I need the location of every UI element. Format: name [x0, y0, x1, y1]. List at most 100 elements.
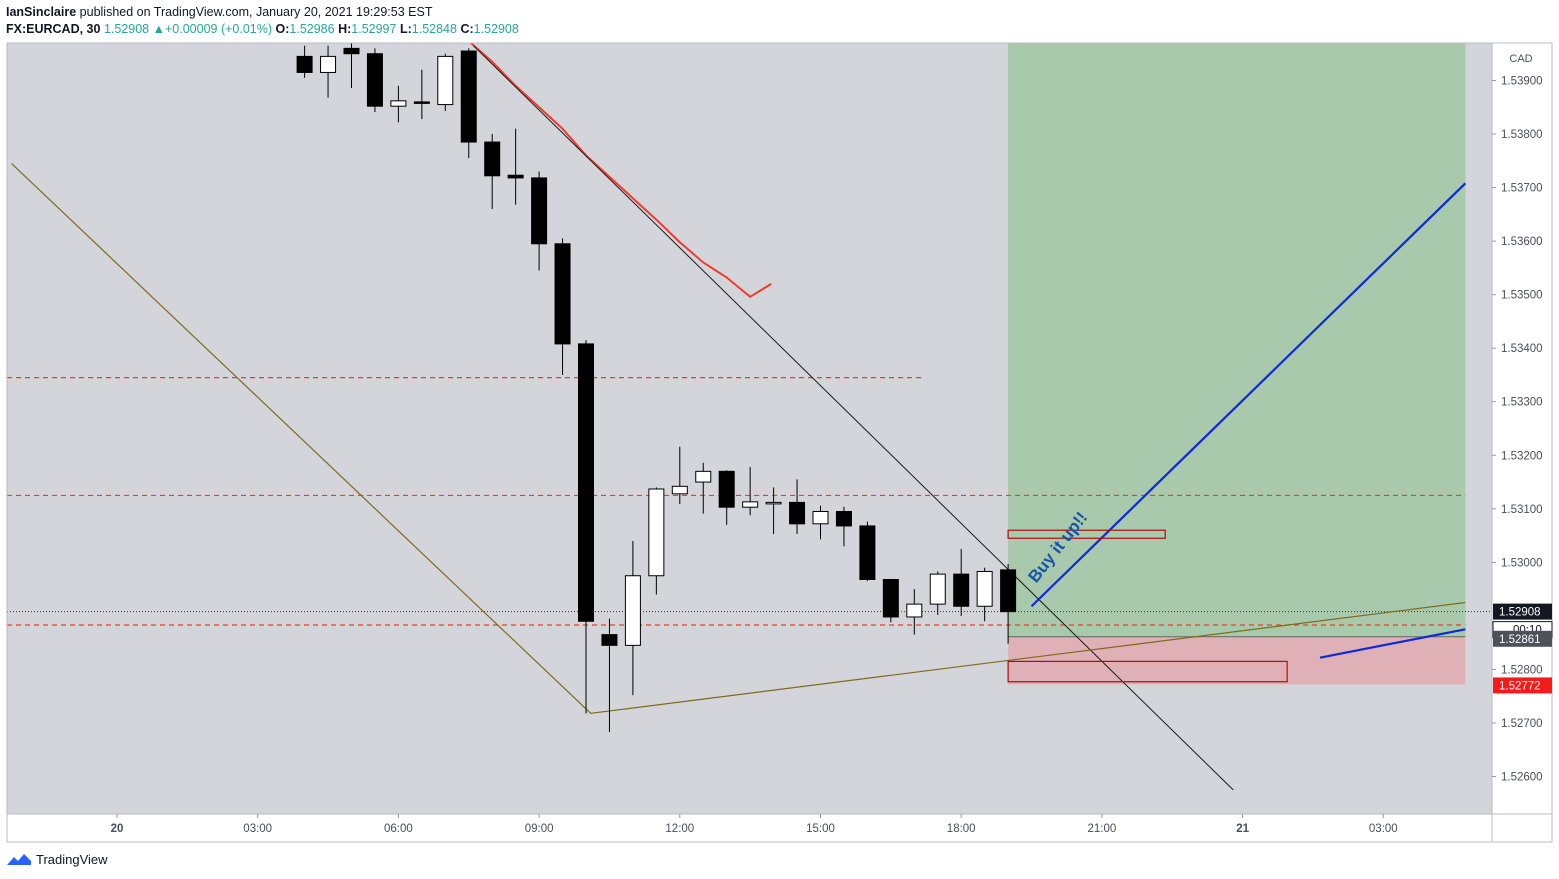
- candle-body: [624, 575, 641, 646]
- time-tick-label: 06:00: [384, 823, 413, 835]
- candle-body: [296, 55, 313, 73]
- trend-line-brown-2: [590, 601, 1466, 714]
- candle-body: [390, 100, 407, 107]
- close-label: C:: [460, 22, 474, 36]
- candle-5: [413, 69, 430, 120]
- candle-27: [929, 571, 946, 615]
- candle-body: [578, 343, 594, 622]
- candle-12: [578, 340, 594, 714]
- candle-body: [601, 634, 618, 646]
- candle-25: [882, 578, 899, 623]
- close-value: 1.52908: [473, 22, 519, 36]
- candle-body: [554, 243, 571, 345]
- published-text: published on TradingView.com, January 20…: [79, 5, 433, 19]
- high-value: 1.52997: [351, 22, 397, 36]
- stop-price-label-bg: [1493, 677, 1552, 694]
- time-tick-label: 20: [111, 823, 124, 835]
- candle-body: [859, 525, 876, 580]
- entry-price-label: 1.52861: [1499, 634, 1541, 646]
- time-tick-label: 18:00: [947, 823, 976, 835]
- candle-body: [976, 570, 993, 607]
- candle-3: [366, 48, 383, 113]
- candle-body: [437, 55, 454, 106]
- candle-body: [789, 501, 806, 525]
- moving-average-line: [469, 43, 772, 299]
- price-tick-label: 1.53200: [1501, 450, 1543, 462]
- candle-18: [718, 470, 735, 525]
- candle-4: [390, 85, 407, 123]
- candle-body: [765, 501, 782, 505]
- candle-body: [835, 510, 852, 527]
- candle-body: [812, 510, 829, 525]
- candle-body: [460, 50, 477, 143]
- currency-label: CAD: [1509, 53, 1532, 65]
- candle-body: [343, 47, 360, 55]
- symbol-label: FX:EURCAD, 30: [6, 22, 101, 36]
- candle-26: [906, 589, 923, 635]
- low-label: L:: [399, 22, 412, 36]
- candle-body: [507, 174, 524, 179]
- trend-line-blue-3: [1030, 182, 1467, 608]
- candle-8: [484, 134, 501, 209]
- publish-info: IanSinclaire published on TradingView.co…: [6, 5, 432, 19]
- candle-body: [320, 55, 337, 73]
- last-value: 1.52908: [103, 22, 150, 36]
- time-tick-label: 21:00: [1088, 823, 1117, 835]
- candle-body: [671, 485, 688, 495]
- price-tick-label: 1.53600: [1501, 236, 1543, 248]
- open-label: O:: [275, 22, 290, 36]
- last-price-label-bg: [1493, 603, 1552, 620]
- price-tick-label: 1.53000: [1501, 557, 1543, 569]
- tradingview-footer[interactable]: TradingView: [6, 851, 108, 867]
- candle-29: [976, 567, 993, 622]
- price-tick-label: 1.52800: [1501, 664, 1543, 676]
- last-price-label: 1.52908: [1499, 607, 1541, 619]
- time-tick-label: 21: [1236, 823, 1249, 835]
- candle-15: [648, 487, 665, 595]
- price-tick-label: 1.53700: [1501, 183, 1543, 195]
- candle-body: [718, 470, 735, 508]
- time-tick-label: 03:00: [1369, 823, 1398, 835]
- tradingview-logo-icon: [7, 854, 31, 865]
- time-tick-label: 09:00: [525, 823, 554, 835]
- candle-body: [953, 573, 970, 607]
- candle-body: [484, 141, 501, 177]
- candle-28: [953, 548, 970, 616]
- candle-17: [695, 462, 712, 514]
- price-tick-label: 1.53500: [1501, 290, 1543, 302]
- candle-13: [601, 618, 618, 733]
- stop-price-label: 1.52772: [1499, 680, 1541, 692]
- chart-frame: [6, 42, 1553, 843]
- high-label: H:: [338, 22, 352, 36]
- candle-7: [460, 48, 477, 159]
- profit-zone: [1008, 43, 1466, 637]
- time-tick-label: 03:00: [243, 823, 272, 835]
- candle-9: [507, 128, 524, 205]
- candle-body: [929, 573, 946, 605]
- candle-6: [437, 53, 454, 111]
- candle-30: [1000, 563, 1017, 644]
- candle-body: [1000, 569, 1017, 613]
- time-tick-label: 15:00: [806, 823, 835, 835]
- candle-body: [413, 101, 430, 104]
- price-tick-label: 1.53800: [1501, 129, 1543, 141]
- candle-14: [624, 540, 641, 696]
- trend-line-blue-4: [1319, 628, 1466, 659]
- price-tick-label: 1.53900: [1501, 75, 1543, 87]
- candle-1: [320, 45, 337, 98]
- price-tick-label: 1.53300: [1501, 397, 1543, 409]
- candle-23: [835, 506, 852, 547]
- tradingview-brand: TradingView: [36, 851, 108, 867]
- candle-body: [366, 53, 383, 107]
- trend-line-black-0: [473, 45, 1234, 791]
- candle-body: [648, 488, 665, 577]
- annotation-rect-0: [1007, 529, 1166, 539]
- time-tick-label: 12:00: [665, 823, 694, 835]
- candle-16: [671, 446, 688, 504]
- entry-price-label-bg: [1493, 630, 1552, 647]
- candle-10: [531, 171, 548, 271]
- candle-0: [296, 45, 313, 78]
- change-arrow-icon: ▲: [152, 22, 165, 36]
- author-name[interactable]: IanSinclaire: [6, 5, 77, 19]
